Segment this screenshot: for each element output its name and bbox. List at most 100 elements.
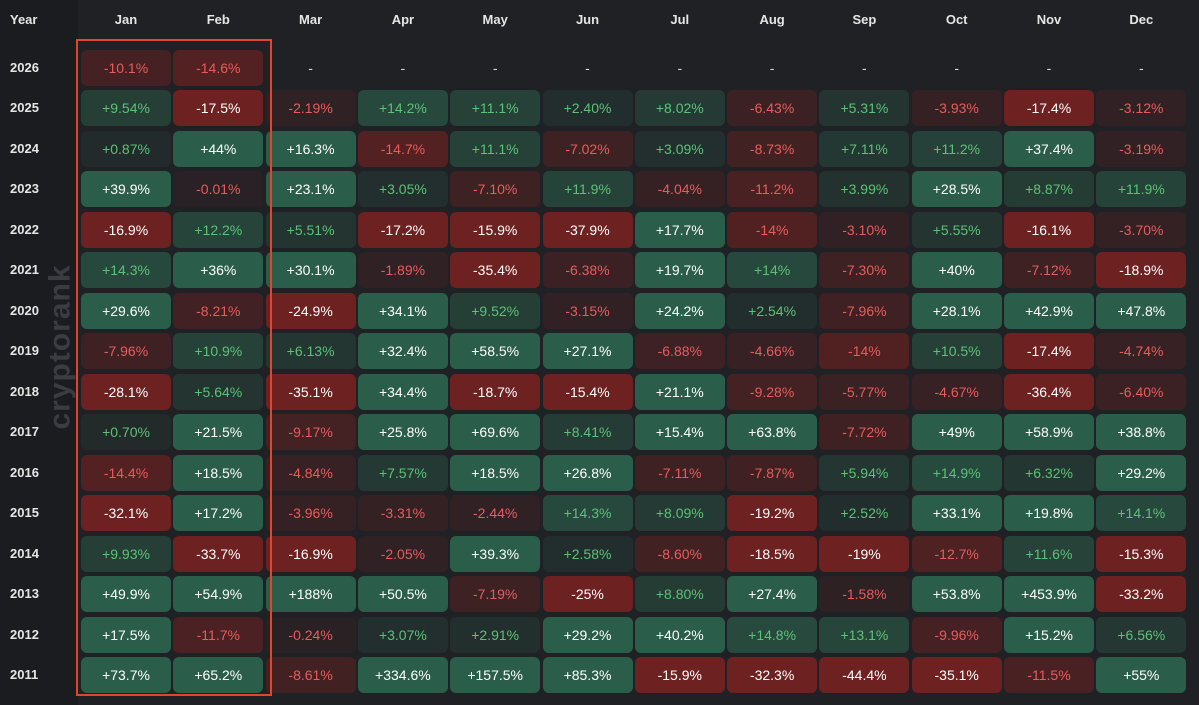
month-header: Jun xyxy=(575,12,600,27)
heatmap-cell: +23.1% xyxy=(265,171,356,208)
year-label: 2017 xyxy=(10,424,39,440)
month-header: Apr xyxy=(391,12,415,27)
heatmap-cell: +16.3% xyxy=(265,130,356,167)
heatmap-cell: -35.1% xyxy=(265,373,356,410)
heatmap-cell: +10.9% xyxy=(173,333,264,370)
heatmap-cell: +14.3% xyxy=(81,252,171,289)
heatmap-cell: +32.4% xyxy=(357,333,448,370)
heatmap-cell: +54.9% xyxy=(173,576,264,613)
heatmap-cell: +5.94% xyxy=(819,454,910,491)
heatmap-cell: -14% xyxy=(727,211,818,248)
year-label: 2025 xyxy=(10,100,39,116)
heatmap-cell: -14.4% xyxy=(81,454,171,491)
heatmap-cell: -0.01% xyxy=(173,171,264,208)
heatmap-cell: +69.6% xyxy=(450,414,541,451)
heatmap-cell: +28.5% xyxy=(911,171,1002,208)
heatmap-cell: +2.52% xyxy=(819,495,910,532)
heatmap-cell: -8.61% xyxy=(265,657,356,694)
heatmap-cell: +8.41% xyxy=(542,414,633,451)
heatmap-cell: -1.89% xyxy=(357,252,448,289)
heatmap-cell: - xyxy=(862,60,867,76)
heatmap-cell: +11.2% xyxy=(911,130,1002,167)
heatmap-cell: +3.09% xyxy=(634,130,725,167)
heatmap-cell: -16.1% xyxy=(1004,211,1094,248)
month-header: Sep xyxy=(852,12,877,27)
heatmap-cell: +10.5% xyxy=(911,333,1002,370)
heatmap-cell: -18.7% xyxy=(450,373,541,410)
heatmap-cell: +5.51% xyxy=(265,211,356,248)
month-header: Nov xyxy=(1036,12,1062,27)
heatmap-cell: +40.2% xyxy=(634,616,725,653)
heatmap-cell: -33.2% xyxy=(1096,576,1187,613)
heatmap-cell: +37.4% xyxy=(1004,130,1094,167)
heatmap-cell: +11.9% xyxy=(1096,171,1187,208)
year-label: 2012 xyxy=(10,626,39,642)
heatmap-cell: +19.8% xyxy=(1004,495,1094,532)
heatmap-cell: -17.4% xyxy=(1004,333,1094,370)
heatmap-cell: -4.74% xyxy=(1096,333,1187,370)
year-label: 2020 xyxy=(10,302,39,318)
heatmap-cell: -25% xyxy=(542,576,633,613)
heatmap-cell: +27.4% xyxy=(727,576,818,613)
heatmap-cell: +29.2% xyxy=(1096,454,1187,491)
heatmap-cell: +85.3% xyxy=(542,657,633,694)
heatmap-cell: +11.1% xyxy=(450,130,541,167)
heatmap-cell: +17.2% xyxy=(173,495,264,532)
heatmap-cell: -3.96% xyxy=(265,495,356,532)
month-header: Jan xyxy=(114,12,138,27)
heatmap-cell: -15.3% xyxy=(1096,535,1187,572)
heatmap-cell: -7.96% xyxy=(81,333,171,370)
heatmap-cell: -7.02% xyxy=(542,130,633,167)
heatmap-cell: +58.9% xyxy=(1004,414,1094,451)
heatmap-cell: +8.80% xyxy=(634,576,725,613)
heatmap-cell: -11.7% xyxy=(173,616,264,653)
heatmap-cell: +0.70% xyxy=(81,414,171,451)
heatmap-cell: +5.31% xyxy=(819,90,910,127)
heatmap-cell: -28.1% xyxy=(81,373,171,410)
heatmap-cell: +14.3% xyxy=(542,495,633,532)
heatmap-cell: +65.2% xyxy=(173,657,264,694)
heatmap-cell: +15.4% xyxy=(634,414,725,451)
heatmap-cell: -6.38% xyxy=(542,252,633,289)
year-label: 2014 xyxy=(10,545,39,561)
heatmap-cell: +6.32% xyxy=(1004,454,1094,491)
heatmap-cell: +29.6% xyxy=(81,292,171,329)
heatmap-cell: -32.1% xyxy=(81,495,171,532)
heatmap-cell: -10.1% xyxy=(81,50,171,86)
heatmap-cell: +30.1% xyxy=(265,252,356,289)
heatmap-cell: -11.2% xyxy=(727,171,818,208)
month-header: May xyxy=(482,12,508,27)
year-label: 2024 xyxy=(10,140,39,156)
heatmap-cell: -7.72% xyxy=(819,414,910,451)
heatmap-cell: -7.87% xyxy=(727,454,818,491)
heatmap-cell: -3.15% xyxy=(542,292,633,329)
heatmap-cell: +33.1% xyxy=(911,495,1002,532)
heatmap-cell: +40% xyxy=(911,252,1002,289)
year-label: 2015 xyxy=(10,505,39,521)
heatmap-cell: +49% xyxy=(911,414,1002,451)
heatmap-cell: -16.9% xyxy=(81,211,171,248)
heatmap-cell: -14% xyxy=(819,333,910,370)
heatmap-cell: +157.5% xyxy=(450,657,541,694)
heatmap-cell: +14.9% xyxy=(911,454,1002,491)
heatmap-cell: -6.40% xyxy=(1096,373,1187,410)
heatmap-cell: +2.54% xyxy=(727,292,818,329)
heatmap-cell: - xyxy=(585,60,590,76)
heatmap-cell: +8.87% xyxy=(1004,171,1094,208)
heatmap-cell: +27.1% xyxy=(542,333,633,370)
heatmap-cell: -7.11% xyxy=(634,454,725,491)
heatmap-cell: -2.44% xyxy=(450,495,541,532)
heatmap-cell: +34.1% xyxy=(357,292,448,329)
heatmap-cell: +453.9% xyxy=(1004,576,1094,613)
month-header: Feb xyxy=(206,12,230,27)
heatmap-cell: +2.58% xyxy=(542,535,633,572)
month-header: Mar xyxy=(299,12,323,27)
heatmap-cell: +47.8% xyxy=(1096,292,1187,329)
heatmap-cell: +24.2% xyxy=(634,292,725,329)
heatmap-cell: -15.4% xyxy=(542,373,633,410)
heatmap-cell: +6.56% xyxy=(1096,616,1187,653)
heatmap-cell: +11.9% xyxy=(542,171,633,208)
heatmap-cell: +188% xyxy=(265,576,356,613)
heatmap-cell: -1.58% xyxy=(819,576,910,613)
heatmap-cell: +3.05% xyxy=(357,171,448,208)
